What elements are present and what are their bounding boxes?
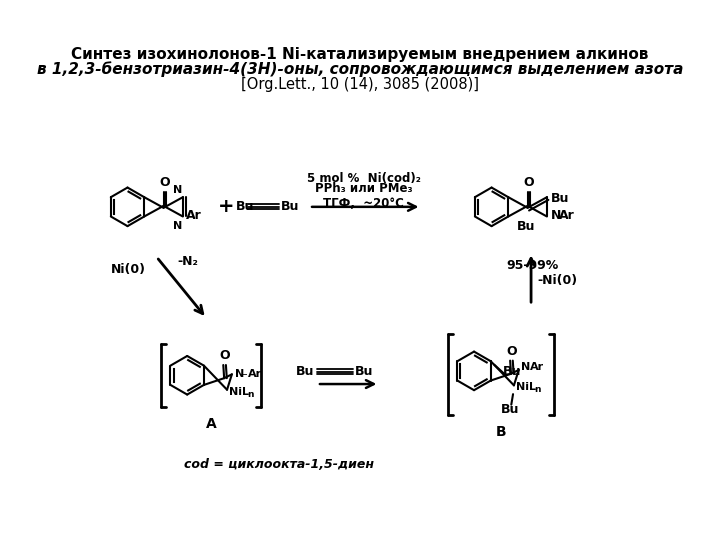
Text: -Ni(0): -Ni(0)	[537, 274, 577, 287]
Text: -N₂: -N₂	[178, 255, 199, 268]
Text: O: O	[506, 345, 517, 358]
Text: Bu: Bu	[355, 365, 373, 378]
Text: 95-99%: 95-99%	[507, 260, 559, 273]
Text: PPh₃ или PMe₃: PPh₃ или PMe₃	[315, 183, 413, 195]
Text: n: n	[534, 385, 541, 394]
Text: Bu: Bu	[501, 403, 520, 416]
Text: Bu: Bu	[517, 220, 535, 233]
Text: –: –	[241, 369, 247, 379]
Text: O: O	[220, 349, 230, 362]
Text: А: А	[205, 417, 216, 431]
Text: NiL: NiL	[516, 382, 536, 392]
Text: n: n	[247, 390, 253, 399]
Text: Bu: Bu	[296, 365, 315, 378]
Text: N: N	[521, 362, 531, 372]
Text: [Org.Lett., 10 (14), 3085 (2008)]: [Org.Lett., 10 (14), 3085 (2008)]	[241, 77, 479, 92]
Text: N: N	[550, 209, 561, 222]
Text: +: +	[217, 197, 234, 217]
Text: N: N	[173, 185, 182, 194]
Text: O: O	[160, 176, 170, 189]
Text: ТГФ,  ~20°C: ТГФ, ~20°C	[323, 197, 404, 211]
Text: Синтез изохинолонов-1 Ni-катализируемым внедрением алкинов: Синтез изохинолонов-1 Ni-катализируемым …	[71, 47, 649, 62]
Text: В: В	[495, 426, 506, 439]
Text: Bu: Bu	[550, 192, 569, 205]
Text: Ar: Ar	[559, 209, 575, 222]
Text: N: N	[235, 369, 244, 379]
Text: Ar: Ar	[186, 209, 202, 222]
Text: 5 mol %  Ni(cod)₂: 5 mol % Ni(cod)₂	[307, 172, 420, 185]
Text: Bu: Bu	[503, 365, 521, 378]
Text: Ar: Ar	[530, 362, 544, 372]
Text: NiL: NiL	[229, 387, 249, 396]
Text: O: O	[523, 176, 534, 189]
Text: Bu: Bu	[235, 200, 254, 213]
Text: N: N	[173, 221, 182, 231]
Text: Ar: Ar	[248, 369, 262, 379]
Text: Ni(0): Ni(0)	[111, 264, 146, 276]
Text: в 1,2,3-бензотриазин-4(3Н)-оны, сопровождающимся выделением азота: в 1,2,3-бензотриазин-4(3Н)-оны, сопровож…	[37, 61, 683, 77]
Text: Bu: Bu	[281, 200, 300, 213]
Text: cod = циклоокта-1,5-диен: cod = циклоокта-1,5-диен	[184, 458, 374, 471]
